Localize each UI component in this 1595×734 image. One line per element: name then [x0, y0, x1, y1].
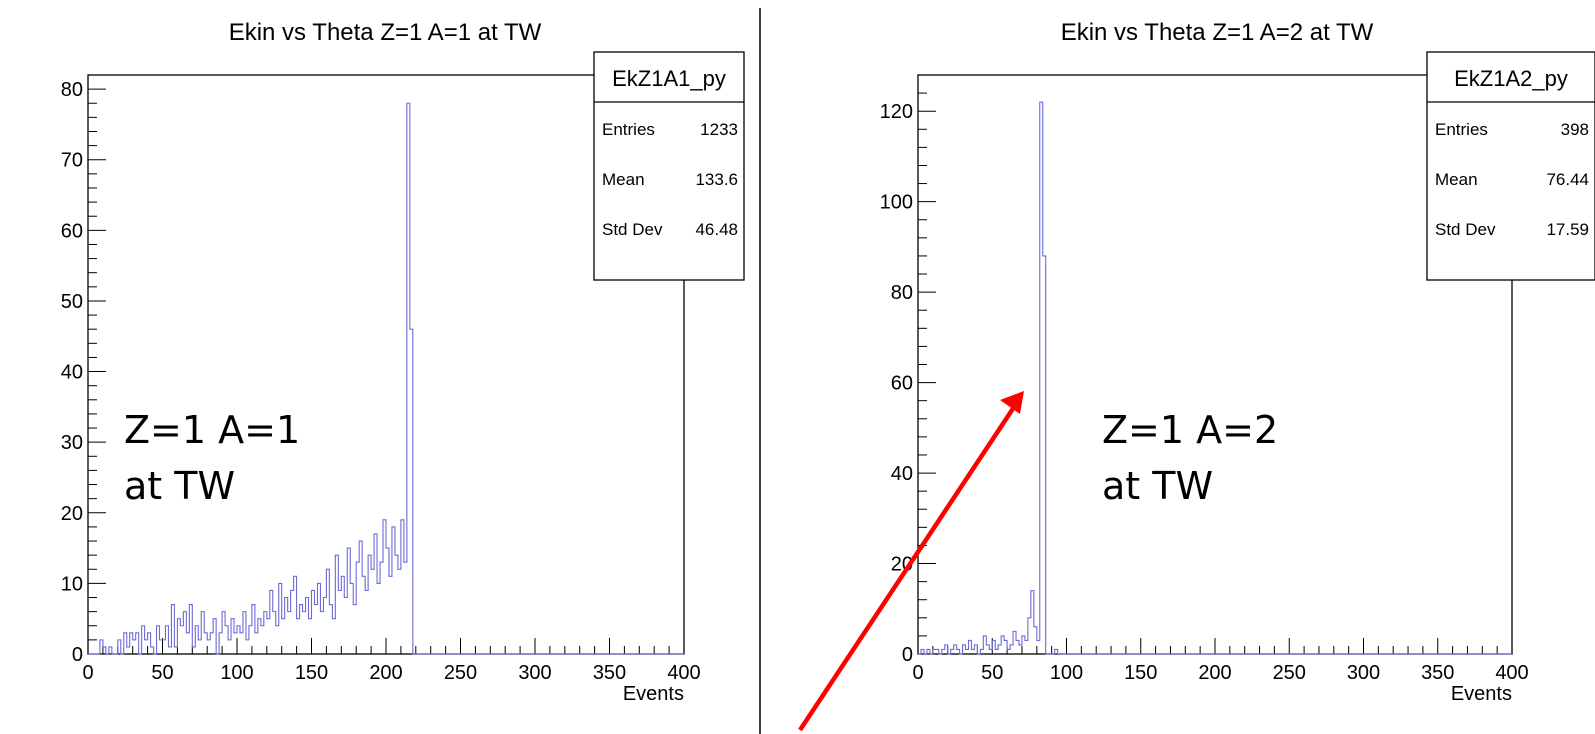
x-tick-label: 300 [518, 662, 551, 684]
chart-panel-right: Ekin vs Theta Z=1 A=2 at TW 0 50 100 150 200… [880, 19, 1595, 705]
y-tick-label: 80 [891, 282, 913, 304]
x-tick-label: 0 [82, 662, 93, 684]
x-tick-label: 350 [1421, 662, 1454, 684]
annotation-text-left: Z=1 A=1 at TW [124, 402, 300, 514]
y-tick-label: 0 [902, 644, 913, 666]
y-tick-label: 0 [72, 644, 83, 666]
x-tick-label: 50 [151, 662, 173, 684]
y-tick-label: 100 [880, 192, 913, 214]
x-tick-label: 400 [667, 662, 700, 684]
x-tick-label: 150 [1124, 662, 1157, 684]
plot-area-right: 0 50 100 150 200 250 300 350 400020406080100120E… [880, 51, 1595, 684]
y-tick-label: 10 [61, 573, 83, 595]
x-tick-label: 100 [1050, 662, 1083, 684]
stats-row-value: 133.6 [695, 170, 738, 189]
y-tick-label: 60 [61, 220, 83, 242]
y-tick-label: 50 [61, 291, 83, 313]
y-tick-label: 40 [891, 463, 913, 485]
x-axis-label-right: Events [1451, 683, 1512, 705]
stats-row-label: Mean [1435, 170, 1478, 189]
stats-box-name: EkZ1A1_py [612, 66, 726, 91]
y-tick-label: 80 [61, 79, 83, 101]
annotation-line-1: Z=1 A=2 [1102, 408, 1279, 452]
x-tick-label: 350 [593, 662, 626, 684]
x-tick-label: 50 [981, 662, 1003, 684]
stats-row-label: Std Dev [1435, 220, 1496, 239]
x-tick-label: 400 [1495, 662, 1528, 684]
x-tick-label: 250 [444, 662, 477, 684]
annotation-line-2: at TW [1102, 464, 1214, 508]
plot-area-left: 0 50 100 150 200 250 300 350 400 0 10 20 30 40 50 60 70 8… [61, 51, 745, 684]
x-tick-label: 200 [369, 662, 402, 684]
annotation-text-right: Z=1 A=2 at TW [1102, 402, 1278, 514]
stats-row-value: 1233 [700, 120, 738, 139]
chart-title-left: Ekin vs Theta Z=1 A=1 at TW [229, 19, 542, 46]
stats-row-value: 76.44 [1546, 170, 1589, 189]
x-tick-label: 150 [295, 662, 328, 684]
y-tick-label: 60 [891, 373, 913, 395]
x-axis-label-left: Events [623, 683, 684, 705]
annotation-arrow [798, 391, 1024, 732]
stats-box [1426, 51, 1595, 281]
stats-row-label: Mean [602, 170, 645, 189]
histogram-series [918, 101, 1512, 655]
stats-row-value: 46.48 [695, 220, 738, 239]
y-tick-label: 120 [880, 101, 913, 123]
x-tick-label: 300 [1347, 662, 1380, 684]
stats-row-label: Entries [602, 120, 655, 139]
x-tick-label: 0 [912, 662, 923, 684]
stats-row-label: Entries [1435, 120, 1488, 139]
x-tick-label: 250 [1273, 662, 1306, 684]
y-tick-label: 20 [61, 503, 83, 525]
stats-box [593, 51, 745, 281]
x-tick-label: 100 [220, 662, 253, 684]
stats-box-name: EkZ1A2_py [1454, 66, 1568, 91]
stats-row-value: 398 [1561, 120, 1589, 139]
chart-panel-left: Ekin vs Theta Z=1 A=1 at TW 0 50 100 150 200… [61, 19, 745, 705]
stats-row-label: Std Dev [602, 220, 663, 239]
chart-title-right: Ekin vs Theta Z=1 A=2 at TW [1061, 19, 1374, 46]
arrow-shaft [798, 402, 1018, 732]
y-tick-label: 30 [61, 432, 83, 454]
histogram-series [88, 102, 684, 655]
y-tick-label: 70 [61, 150, 83, 172]
annotation-line-1: Z=1 A=1 [124, 408, 301, 452]
plot-frame [917, 74, 1513, 655]
x-tick-label: 200 [1198, 662, 1231, 684]
y-tick-label: 40 [61, 362, 83, 384]
arrow-head [1000, 391, 1024, 414]
stats-row-value: 17.59 [1546, 220, 1589, 239]
annotation-line-2: at TW [124, 464, 236, 508]
